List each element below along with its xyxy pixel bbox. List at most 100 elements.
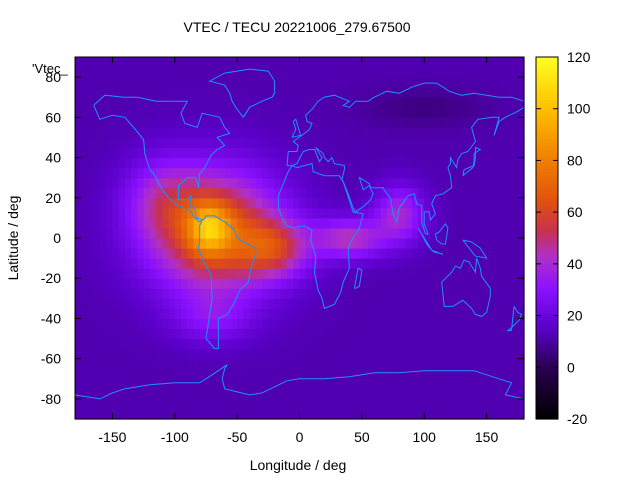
- heatmap-cell: [168, 137, 176, 149]
- heatmap-cell: [455, 328, 463, 340]
- heatmap-cell: [386, 238, 394, 249]
- coastline: [291, 118, 302, 138]
- heatmap-cell: [424, 258, 432, 269]
- heatmap-cell: [112, 368, 120, 380]
- heatmap-cell: [237, 378, 244, 390]
- colorbar-tick-label: 20: [567, 308, 583, 324]
- heatmap-cell: [349, 288, 357, 299]
- heatmap-cell: [87, 217, 95, 229]
- heatmap-cell: [511, 167, 519, 179]
- heatmap-cell: [492, 227, 500, 239]
- heatmap-cell: [99, 187, 107, 199]
- heatmap-cell: [280, 348, 288, 360]
- heatmap-cell: [455, 147, 463, 159]
- heatmap-cell: [343, 177, 350, 189]
- heatmap-cell: [75, 197, 82, 209]
- heatmap-cell: [417, 408, 425, 420]
- heatmap-cell: [199, 288, 207, 299]
- heatmap-cell: [324, 338, 332, 350]
- heatmap-cell: [330, 67, 338, 78]
- heatmap-cell: [336, 258, 344, 269]
- heatmap-cell: [399, 67, 407, 78]
- heatmap-cell: [99, 348, 107, 360]
- heatmap-cell: [411, 107, 419, 118]
- heatmap-cell: [87, 57, 95, 68]
- heatmap-cell: [181, 187, 188, 199]
- heatmap-cell: [156, 278, 163, 289]
- heatmap-cell: [287, 207, 294, 219]
- heatmap-cell: [137, 318, 145, 330]
- heatmap-cell: [124, 378, 132, 390]
- heatmap-cell: [480, 378, 488, 390]
- heatmap-cell: [361, 398, 369, 410]
- heatmap-cell: [386, 117, 394, 128]
- heatmap-cell: [124, 147, 132, 159]
- heatmap-cell: [237, 137, 244, 149]
- heatmap-cell: [355, 378, 363, 390]
- heatmap-cell: [99, 398, 107, 410]
- heatmap-cell: [187, 358, 195, 370]
- heatmap-cell: [93, 127, 101, 139]
- heatmap-cell: [455, 67, 463, 78]
- heatmap-cell: [124, 298, 132, 309]
- heatmap-cell: [156, 388, 163, 400]
- heatmap-cell: [143, 117, 151, 128]
- heatmap-cell: [243, 298, 251, 309]
- heatmap-cell: [174, 348, 182, 360]
- heatmap-cell: [149, 187, 157, 199]
- heatmap-cell: [287, 238, 294, 249]
- heatmap-cell: [474, 298, 481, 309]
- heatmap-cell: [112, 147, 120, 159]
- heatmap-cell: [480, 338, 488, 350]
- heatmap-cell: [343, 298, 350, 309]
- colorbar-step: [536, 195, 558, 200]
- colorbar-step: [536, 177, 558, 182]
- heatmap-cell: [517, 368, 525, 380]
- heatmap-cell: [442, 348, 450, 360]
- heatmap-cell: [405, 348, 413, 360]
- heatmap-cell: [486, 248, 494, 259]
- heatmap-cell: [505, 227, 513, 239]
- heatmap-cell: [336, 107, 344, 118]
- heatmap-cell: [224, 388, 232, 400]
- heatmap-cell: [361, 248, 369, 259]
- heatmap-cell: [212, 368, 220, 380]
- heatmap-cell: [349, 57, 357, 68]
- heatmap-cell: [424, 348, 432, 360]
- heatmap-cell: [411, 408, 419, 420]
- heatmap-cell: [449, 398, 457, 410]
- heatmap-cell: [517, 258, 525, 269]
- heatmap-cell: [162, 67, 170, 78]
- heatmap-cell: [330, 388, 338, 400]
- heatmap-cell: [124, 127, 132, 139]
- heatmap-cell: [218, 177, 226, 189]
- heatmap-cell: [268, 77, 276, 88]
- colorbar-step: [536, 397, 558, 402]
- heatmap-cell: [187, 217, 195, 229]
- heatmap-cell: [143, 368, 151, 380]
- heatmap-cell: [168, 298, 176, 309]
- heatmap-cell: [517, 328, 525, 340]
- heatmap-cell: [112, 388, 120, 400]
- heatmap-cell: [230, 268, 238, 279]
- colorbar-step: [536, 406, 558, 411]
- heatmap-cell: [262, 117, 269, 128]
- heatmap-cell: [455, 338, 463, 350]
- heatmap-cell: [386, 288, 394, 299]
- heatmap-cell: [205, 288, 213, 299]
- heatmap-cell: [224, 227, 232, 239]
- heatmap-cell: [318, 87, 326, 98]
- heatmap-cell: [81, 137, 89, 149]
- heatmap-cell: [199, 207, 207, 219]
- colorbar-tick-label: 100: [567, 101, 591, 117]
- heatmap-cell: [368, 298, 375, 309]
- heatmap-cell: [249, 278, 257, 289]
- heatmap-cell: [81, 398, 89, 410]
- heatmap-cell: [355, 318, 363, 330]
- heatmap-cell: [205, 278, 213, 289]
- heatmap-cell: [499, 97, 506, 108]
- heatmap-cell: [311, 298, 319, 309]
- heatmap-cell: [461, 57, 469, 68]
- heatmap-cell: [380, 147, 388, 159]
- heatmap-cell: [436, 187, 444, 199]
